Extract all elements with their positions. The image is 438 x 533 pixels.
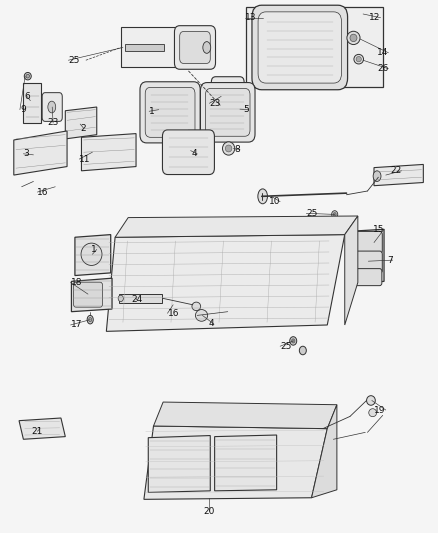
- Ellipse shape: [369, 409, 377, 417]
- Polygon shape: [19, 418, 65, 439]
- Text: 25: 25: [280, 342, 292, 351]
- Text: 7: 7: [387, 256, 393, 264]
- FancyBboxPatch shape: [174, 26, 215, 69]
- Polygon shape: [345, 216, 358, 325]
- Polygon shape: [374, 165, 424, 185]
- FancyBboxPatch shape: [201, 83, 255, 142]
- Polygon shape: [144, 426, 327, 499]
- FancyBboxPatch shape: [212, 77, 244, 113]
- Text: 16: 16: [37, 188, 49, 197]
- Text: 18: 18: [71, 278, 82, 287]
- Text: 4: 4: [208, 319, 214, 328]
- Ellipse shape: [195, 310, 208, 321]
- Ellipse shape: [367, 395, 375, 405]
- Text: 22: 22: [390, 166, 402, 175]
- Text: 10: 10: [268, 197, 280, 206]
- Text: 23: 23: [209, 99, 221, 108]
- Ellipse shape: [24, 72, 31, 80]
- Text: 24: 24: [131, 295, 142, 304]
- Polygon shape: [14, 131, 67, 175]
- Text: 17: 17: [71, 320, 82, 329]
- Ellipse shape: [118, 295, 124, 302]
- Text: 2: 2: [81, 124, 86, 133]
- Text: 11: 11: [79, 155, 91, 164]
- Ellipse shape: [347, 31, 360, 45]
- Polygon shape: [148, 435, 210, 492]
- Ellipse shape: [203, 42, 211, 53]
- Bar: [125, 44, 164, 51]
- Text: 21: 21: [32, 427, 43, 436]
- FancyBboxPatch shape: [145, 87, 195, 138]
- Bar: [246, 7, 383, 87]
- Text: 25: 25: [306, 209, 318, 218]
- Ellipse shape: [192, 302, 201, 311]
- Polygon shape: [311, 405, 337, 498]
- Text: 4: 4: [191, 149, 197, 158]
- Text: 3: 3: [23, 149, 29, 158]
- Text: 5: 5: [243, 105, 249, 114]
- Text: 1: 1: [91, 245, 97, 254]
- Ellipse shape: [290, 337, 297, 345]
- Text: 13: 13: [245, 13, 257, 22]
- FancyBboxPatch shape: [347, 251, 382, 273]
- Polygon shape: [215, 435, 277, 491]
- Polygon shape: [65, 107, 97, 139]
- FancyBboxPatch shape: [42, 93, 62, 122]
- FancyBboxPatch shape: [252, 5, 348, 90]
- Ellipse shape: [87, 316, 93, 324]
- Ellipse shape: [81, 243, 102, 265]
- FancyBboxPatch shape: [162, 130, 215, 174]
- Polygon shape: [115, 216, 358, 237]
- FancyBboxPatch shape: [140, 82, 200, 143]
- FancyBboxPatch shape: [347, 231, 382, 254]
- Bar: [119, 294, 162, 303]
- Ellipse shape: [223, 142, 235, 155]
- Ellipse shape: [232, 90, 240, 100]
- Text: 12: 12: [369, 13, 381, 22]
- Ellipse shape: [291, 339, 295, 343]
- Text: 14: 14: [377, 49, 389, 57]
- Ellipse shape: [26, 74, 29, 78]
- Ellipse shape: [356, 56, 361, 62]
- Ellipse shape: [48, 101, 56, 113]
- Polygon shape: [153, 402, 337, 429]
- Text: 23: 23: [47, 118, 59, 127]
- Ellipse shape: [332, 211, 338, 218]
- FancyBboxPatch shape: [348, 269, 382, 286]
- Bar: [121, 27, 212, 67]
- Text: 19: 19: [374, 406, 386, 415]
- Text: 26: 26: [377, 64, 389, 73]
- FancyBboxPatch shape: [180, 31, 210, 63]
- FancyBboxPatch shape: [74, 282, 102, 307]
- Ellipse shape: [350, 34, 357, 42]
- Ellipse shape: [258, 189, 268, 204]
- Polygon shape: [75, 235, 111, 276]
- Text: 9: 9: [20, 105, 26, 114]
- Ellipse shape: [333, 213, 336, 216]
- Ellipse shape: [88, 318, 92, 322]
- Text: 1: 1: [149, 107, 155, 116]
- Text: 6: 6: [24, 92, 30, 101]
- Ellipse shape: [299, 346, 306, 355]
- Text: 25: 25: [68, 56, 80, 64]
- FancyBboxPatch shape: [258, 12, 342, 83]
- Ellipse shape: [373, 171, 381, 181]
- Polygon shape: [71, 278, 112, 312]
- Text: 15: 15: [373, 225, 384, 234]
- Ellipse shape: [354, 54, 364, 64]
- Polygon shape: [106, 235, 345, 332]
- Text: 16: 16: [167, 309, 179, 318]
- Polygon shape: [81, 134, 136, 171]
- Polygon shape: [23, 83, 41, 123]
- Text: 8: 8: [234, 145, 240, 154]
- Ellipse shape: [225, 145, 232, 152]
- Text: 20: 20: [204, 506, 215, 515]
- Ellipse shape: [217, 87, 228, 102]
- Polygon shape: [348, 229, 384, 284]
- FancyBboxPatch shape: [205, 88, 250, 136]
